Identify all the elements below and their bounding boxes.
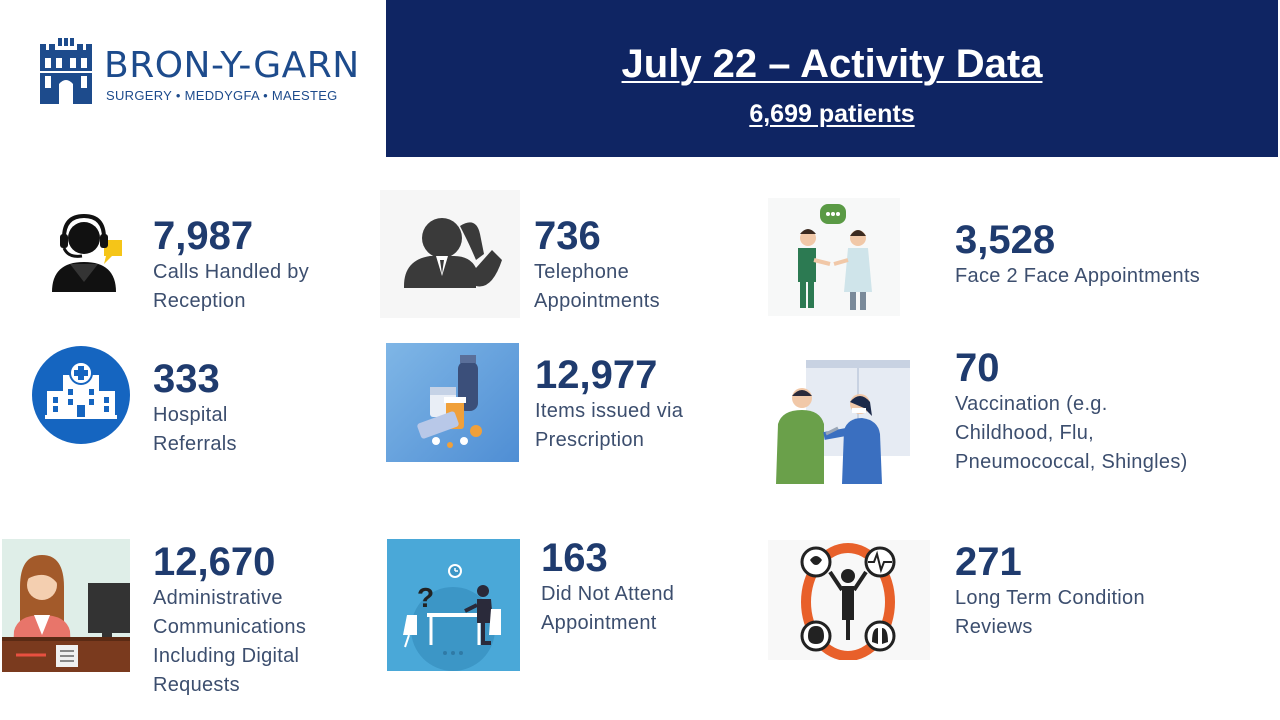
receptionist-icon-tile: [2, 539, 130, 672]
admin-stat: 12,670 Administrative Communications Inc…: [153, 540, 306, 700]
vaccination-label-line1: Vaccination (e.g.: [955, 390, 1188, 419]
receptionist-icon: [2, 539, 130, 672]
consultation-icon-tile: [768, 198, 900, 316]
medication-icon: [386, 343, 519, 462]
calls-value: 7,987: [153, 214, 309, 258]
dna-value: 163: [541, 536, 674, 580]
telephone-value: 736: [534, 214, 660, 258]
missed-appointment-icon-tile: ?: [387, 539, 520, 671]
admin-label-line2: Communications: [153, 613, 306, 642]
hospital-label-line2: Referrals: [153, 430, 237, 459]
ltc-value: 271: [955, 540, 1145, 584]
admin-label-line3: Including Digital: [153, 642, 306, 671]
call-center-icon: [48, 210, 124, 292]
vaccination-label-line2: Childhood, Flu,: [955, 419, 1188, 448]
phone-call-icon-tile: [380, 190, 520, 318]
calls-stat: 7,987 Calls Handled by Reception: [153, 214, 309, 316]
f2f-label-line1: Face 2 Face Appointments: [955, 262, 1200, 291]
admin-value: 12,670: [153, 540, 306, 584]
prescription-value: 12,977: [535, 353, 683, 397]
f2f-value: 3,528: [955, 218, 1200, 262]
calls-label-line2: Reception: [153, 287, 309, 316]
ltc-label-line2: Reviews: [955, 613, 1145, 642]
telephone-label-line2: Appointments: [534, 287, 660, 316]
telephone-stat: 736 Telephone Appointments: [534, 214, 660, 316]
admin-label-line4: Requests: [153, 671, 306, 700]
hospital-value: 333: [153, 357, 237, 401]
phone-call-icon: [380, 190, 520, 318]
vaccination-value: 70: [955, 346, 1188, 390]
dna-label-line2: Appointment: [541, 609, 674, 638]
f2f-stat: 3,528 Face 2 Face Appointments: [955, 218, 1200, 291]
prescription-stat: 12,977 Items issued via Prescription: [535, 353, 683, 455]
ltc-stat: 271 Long Term Condition Reviews: [955, 540, 1145, 642]
svg-text:?: ?: [417, 582, 434, 613]
page-subtitle: 6,699 patients: [386, 100, 1278, 129]
logo-name: BRON-Y-GARN: [104, 48, 360, 84]
vaccination-label-line3: Pneumococcal, Shingles): [955, 448, 1188, 477]
hospital-stat: 333 Hospital Referrals: [153, 357, 237, 459]
castle-crest-icon: [40, 38, 92, 104]
consultation-icon: [768, 198, 900, 316]
header-banner: July 22 – Activity Data 6,699 patients: [386, 0, 1278, 157]
practice-logo: BRON-Y-GARN SURGERY • MEDDYGFA • MAESTEG: [40, 38, 360, 108]
dna-label-line1: Did Not Attend: [541, 580, 674, 609]
ltc-label-line1: Long Term Condition: [955, 584, 1145, 613]
page-title: July 22 – Activity Data: [386, 42, 1278, 87]
logo-tagline: SURGERY • MEDDYGFA • MAESTEG: [106, 88, 338, 103]
hospital-label-line1: Hospital: [153, 401, 237, 430]
prescription-label-line1: Items issued via: [535, 397, 683, 426]
vaccination-icon-tile: [772, 358, 910, 486]
prescription-label-line2: Prescription: [535, 426, 683, 455]
vaccination-stat: 70 Vaccination (e.g. Childhood, Flu, Pne…: [955, 346, 1188, 477]
dna-stat: 163 Did Not Attend Appointment: [541, 536, 674, 638]
admin-label-line1: Administrative: [153, 584, 306, 613]
telephone-label-line1: Telephone: [534, 258, 660, 287]
missed-appointment-icon: ?: [387, 539, 520, 671]
calls-label-line1: Calls Handled by: [153, 258, 309, 287]
medication-icon-tile: [386, 343, 519, 462]
long-term-condition-icon: [768, 540, 930, 660]
long-term-condition-icon-tile: [768, 540, 930, 660]
hospital-icon: [31, 345, 131, 445]
vaccination-icon: [772, 358, 910, 486]
